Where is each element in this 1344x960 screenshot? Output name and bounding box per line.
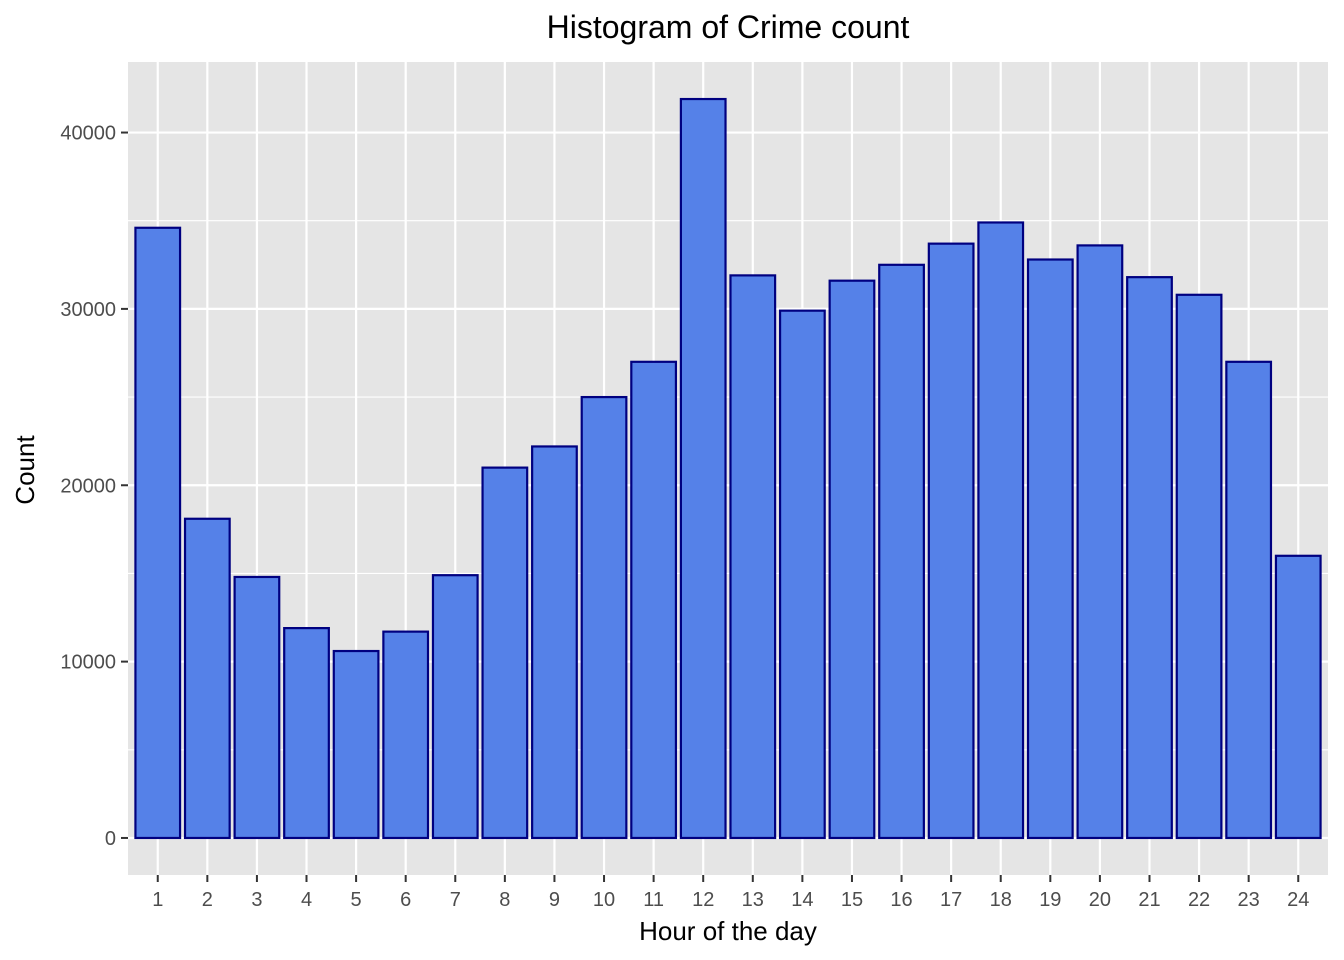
x-tick-label: 11 [643, 889, 664, 911]
bar-hour-6 [382, 630, 430, 840]
y-tick-label: 30000 [60, 299, 116, 321]
x-tick-label: 14 [791, 889, 813, 911]
bar-hour-22 [1175, 293, 1223, 840]
bar-hour-11 [630, 360, 678, 840]
x-tick-label: 5 [351, 889, 362, 911]
bar-hour-17 [927, 242, 975, 840]
bars [134, 97, 1322, 840]
bar-hour-10 [580, 395, 628, 840]
x-tick-label: 15 [841, 889, 863, 911]
bar-hour-20 [1076, 244, 1124, 840]
bar-hour-21 [1126, 276, 1173, 840]
x-tick-label: 18 [990, 889, 1012, 911]
bar-hour-16 [878, 263, 925, 840]
y-tick-label: 20000 [60, 475, 116, 497]
x-tick-label: 22 [1188, 889, 1210, 911]
x-tick-label: 2 [202, 889, 213, 911]
x-tick-label: 19 [1039, 889, 1061, 911]
bar-hour-8 [481, 466, 529, 840]
x-tick-label: 10 [593, 889, 615, 911]
x-axis-title: Hour of the day [639, 916, 817, 946]
x-tick-label: 1 [152, 889, 163, 911]
bar-hour-15 [828, 279, 876, 840]
x-tick-label: 24 [1287, 889, 1309, 911]
chart-title: Histogram of Crime count [547, 9, 910, 45]
bar-hour-4 [283, 627, 330, 840]
y-axis-title: Count [10, 435, 40, 505]
bar-hour-3 [233, 575, 281, 840]
x-tick-label: 17 [940, 889, 962, 911]
y-tick-label: 40000 [60, 123, 116, 145]
bar-hour-23 [1225, 360, 1273, 840]
bar-hour-1 [134, 226, 182, 840]
bar-hour-14 [778, 309, 826, 840]
x-axis-ticks: 1 2 3 4 5 6 7 8 9 10 11 12 13 14 15 16 17 18 19 20 21 22 23 24 [152, 875, 1309, 911]
x-tick-label: 9 [549, 889, 560, 911]
x-tick-label: 16 [890, 889, 912, 911]
x-tick-label: 3 [251, 889, 262, 911]
x-tick-label: 8 [499, 889, 510, 911]
bar-hour-24 [1274, 554, 1322, 840]
y-axis-ticks: 0 10000 20000 30000 40000 [60, 123, 128, 850]
x-tick-label: 6 [400, 889, 411, 911]
x-tick-label: 23 [1238, 889, 1260, 911]
bar-hour-13 [729, 274, 777, 840]
bar-hour-2 [183, 517, 231, 840]
bar-hour-9 [531, 445, 578, 840]
bar-hour-19 [1026, 258, 1074, 840]
y-tick-label: 0 [105, 828, 116, 850]
bar-hour-12 [679, 97, 727, 840]
x-tick-label: 7 [450, 889, 461, 911]
bar-hour-18 [977, 221, 1025, 840]
bar-hour-5 [332, 649, 380, 840]
x-tick-label: 20 [1089, 889, 1111, 911]
x-tick-label: 13 [742, 889, 764, 911]
bar-hour-7 [431, 574, 479, 840]
x-tick-label: 4 [301, 889, 312, 911]
y-tick-label: 10000 [60, 652, 116, 674]
x-tick-label: 12 [692, 889, 714, 911]
x-tick-label: 21 [1138, 889, 1160, 911]
